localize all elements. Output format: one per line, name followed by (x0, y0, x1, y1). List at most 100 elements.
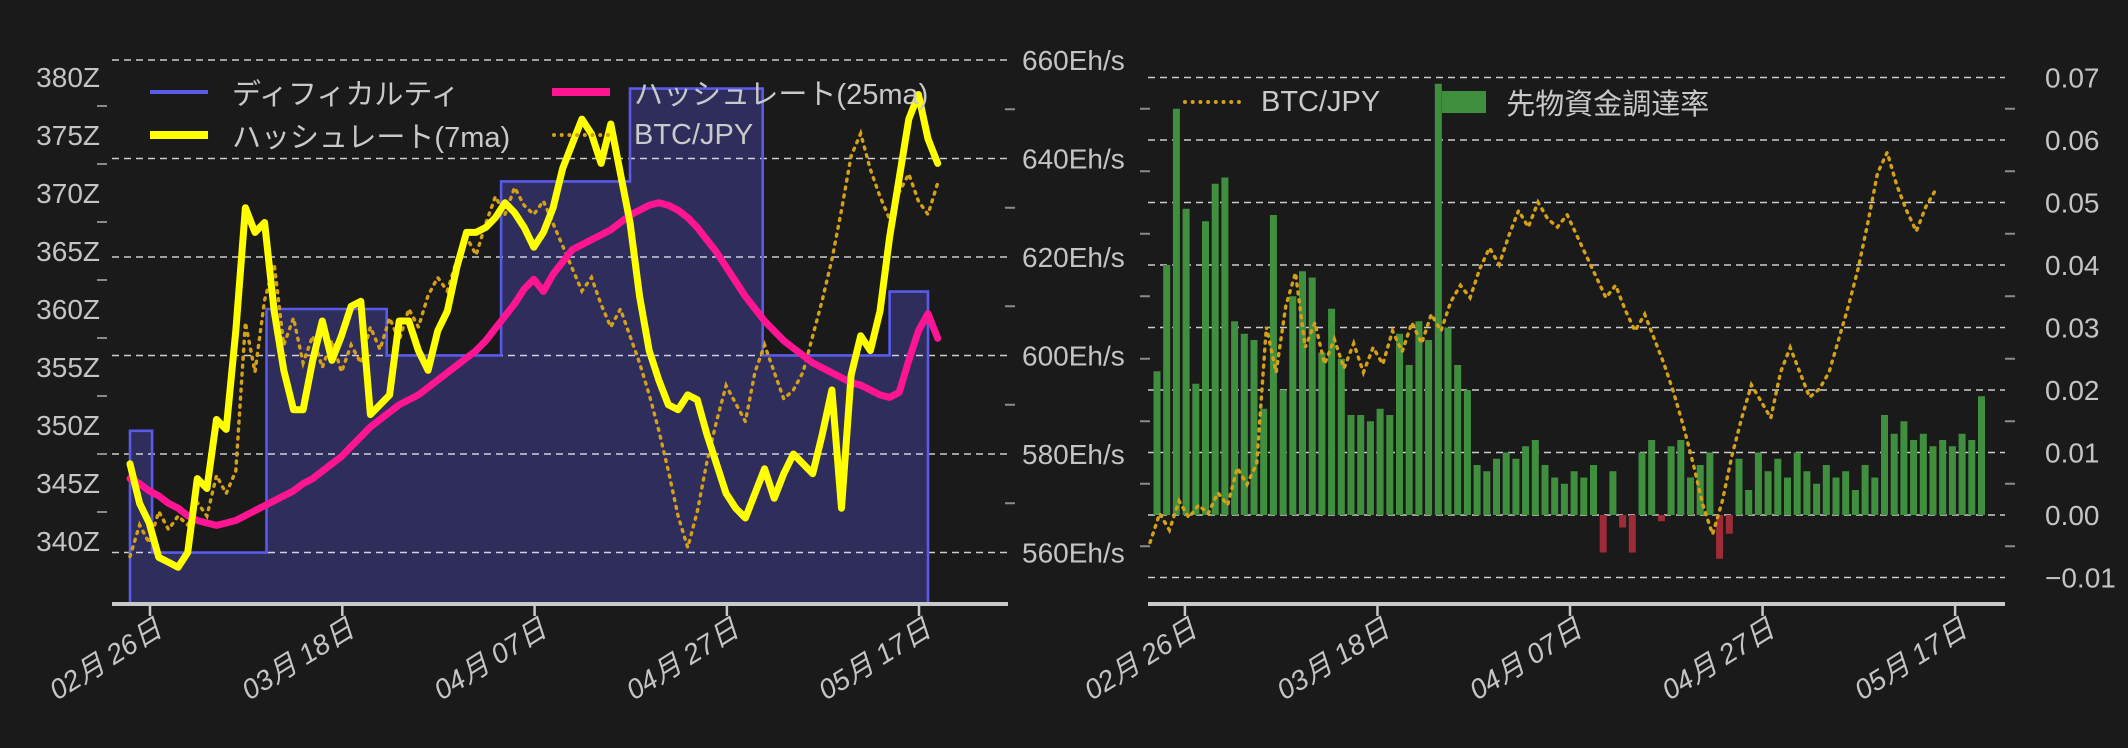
x-tick-label-right: 03月 18日 (1271, 612, 1395, 706)
funding-rate-bar (1822, 465, 1830, 515)
chart-btcjpy-funding: 02月 26日 03月 18日 04月 07日 04月 27日 05月 17日 0.07 0… (1079, 63, 2116, 706)
funding-rate-bar (1657, 515, 1665, 522)
funding-rate-bar (1522, 446, 1530, 515)
funding-rate-bar (1968, 440, 1976, 515)
legend-left: ディフィカルティ ハッシュレート(25ma) ハッシュレート(7ma) BTC/… (150, 76, 928, 154)
funding-rate-bar (1745, 490, 1753, 515)
funding-rate-bar (1638, 452, 1646, 515)
x-tick-label-left: 03月 18日 (236, 612, 360, 706)
y-right-tick-label: 0.00 (2045, 500, 2100, 531)
legend-label-hashrate-7ma: ハッシュレート(7ma) (232, 122, 511, 154)
x-tick-label-right: 04月 27日 (1656, 612, 1780, 706)
funding-rate-bar (1735, 458, 1743, 515)
funding-rate-bar (1881, 415, 1888, 515)
funding-rate-bar-swatch-icon (1442, 91, 1487, 113)
funding-rate-bar (1153, 371, 1161, 515)
funding-rate-bar (1192, 383, 1200, 515)
funding-rate-bar (1813, 483, 1821, 515)
funding-rate-bar (1502, 452, 1510, 515)
funding-rate-bar (1570, 471, 1578, 515)
funding-rate-bar (1900, 421, 1908, 515)
y-right-tick-label: 0.05 (2045, 188, 2100, 219)
funding-rate-bar (1396, 333, 1403, 515)
y-left-tick-label: 360Z (36, 294, 100, 325)
legend-label-difficulty: ディフィカルティ (232, 79, 460, 111)
funding-rate-bar (1716, 515, 1724, 559)
funding-rate-bar (1512, 458, 1520, 515)
funding-rate-bar (1415, 321, 1423, 515)
funding-rate-bar (1560, 483, 1568, 515)
hashrate-7ma-line-swatch-icon (150, 131, 208, 139)
funding-rate-bar (1541, 465, 1549, 515)
funding-rate-bar (1599, 515, 1607, 553)
legend-item-hashrate-25ma: ハッシュレート(25ma) (552, 76, 928, 111)
funding-rate-bar (1948, 446, 1956, 515)
funding-rate-bar (1250, 340, 1258, 515)
funding-rate-bar (1231, 321, 1239, 515)
y-left-tick-label: 340Z (36, 526, 100, 557)
funding-rate-bar (1890, 433, 1898, 515)
funding-rate-bar (1774, 458, 1782, 515)
legend-label-hashrate-25ma: ハッシュレート(25ma) (634, 79, 929, 111)
btcjpy-dotted-swatch-icon (1183, 100, 1241, 104)
legend-item-btcjpy-left: BTC/JPY (552, 119, 928, 151)
x-tick-label-right: 05月 17日 (1849, 612, 1973, 706)
hashrate-25ma-line-swatch-icon (552, 88, 610, 96)
x-tick-label-right: 02月 26日 (1079, 612, 1203, 706)
y-left-tick-label: 350Z (36, 410, 100, 441)
y-left-tick-label: 380Z (36, 62, 100, 93)
funding-rate-bar (1793, 452, 1801, 515)
funding-rate-bar (1929, 446, 1937, 515)
funding-rate-bar (1434, 83, 1442, 515)
funding-rate-bar (1667, 446, 1675, 515)
funding-rate-bar (1910, 440, 1918, 515)
funding-rate-bar (1628, 515, 1636, 553)
funding-rate-bar (1289, 296, 1297, 515)
funding-rate-bar (1978, 396, 1985, 515)
funding-rate-bar (1172, 108, 1180, 515)
funding-rate-bar (1366, 421, 1374, 515)
y-right-tick-label: 600Eh/s (1022, 341, 1125, 372)
legend-item-hashrate-7ma: ハッシュレート(7ma) (150, 119, 552, 154)
funding-rate-bar (1240, 333, 1248, 515)
y-right-tick-label: 620Eh/s (1022, 242, 1125, 273)
funding-rate-bar (1609, 471, 1617, 515)
funding-rate-bar (1337, 358, 1345, 515)
funding-rate-bar (1590, 465, 1597, 515)
y-right-tick-label: −0.01 (2045, 563, 2116, 594)
funding-rate-bar (1871, 477, 1879, 515)
funding-rate-bar (1405, 365, 1413, 515)
funding-rate-bar (1725, 515, 1733, 534)
x-tick-label-left: 02月 26日 (44, 612, 168, 706)
btcjpy-dotted-swatch-icon (552, 133, 610, 137)
legend-item-difficulty: ディフィカルティ (150, 76, 552, 111)
funding-rate-bar (1260, 408, 1268, 515)
y-left-tick-label: 375Z (36, 120, 100, 151)
y-right-tick-label: 640Eh/s (1022, 144, 1125, 175)
y-right-tick-label: 0.02 (2045, 375, 2100, 406)
funding-rate-bar (1861, 465, 1869, 515)
y-left-tick-label: 355Z (36, 352, 100, 383)
funding-rate-bar (1473, 465, 1481, 515)
funding-rate-bar (1163, 265, 1171, 515)
funding-rate-bar (1706, 452, 1714, 515)
funding-rate-bar (1454, 365, 1462, 515)
funding-rate-bar (1328, 308, 1336, 515)
funding-rate-bar (1687, 477, 1694, 515)
funding-rate-bar (1318, 352, 1326, 515)
x-tick-label-left: 05月 17日 (813, 612, 937, 706)
funding-rate-bar (1832, 477, 1840, 515)
funding-rate-bar (1202, 221, 1209, 515)
legend-right: BTC/JPY 先物資金調達率 (1183, 86, 1709, 121)
funding-rate-bar (1347, 415, 1355, 515)
funding-rate-bar (1493, 458, 1500, 515)
difficulty-line-swatch-icon (150, 90, 208, 94)
funding-rate-bar (1803, 471, 1811, 515)
funding-rate-bar (1444, 327, 1452, 515)
funding-rate-bar (1619, 515, 1627, 528)
funding-rate-bar (1376, 408, 1384, 515)
funding-rate-bar (1919, 433, 1927, 515)
legend-item-btcjpy-right: BTC/JPY (1183, 86, 1380, 118)
